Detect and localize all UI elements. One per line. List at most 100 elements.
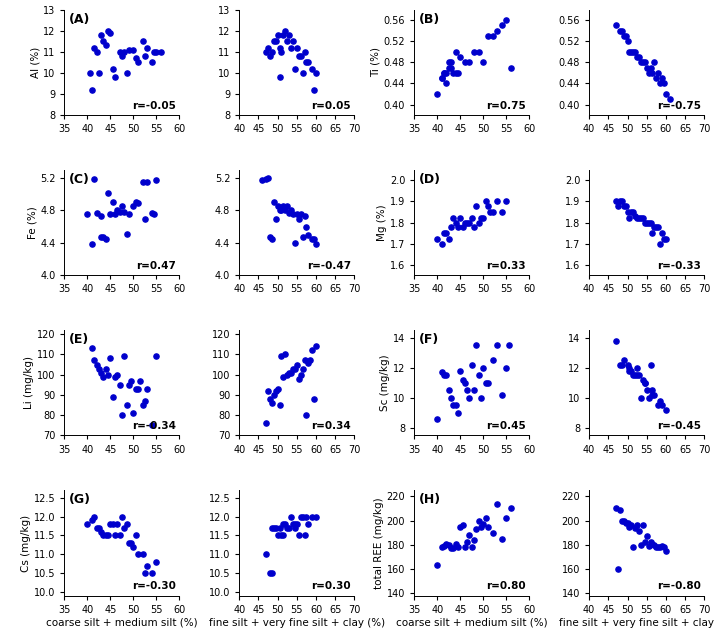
Point — [98, 530, 109, 540]
Y-axis label: Cs (mg/kg): Cs (mg/kg) — [21, 515, 31, 572]
Point — [614, 196, 626, 207]
Point — [119, 523, 130, 533]
Point — [628, 370, 639, 381]
Point — [121, 229, 132, 239]
Point — [633, 52, 645, 62]
Point — [272, 384, 283, 394]
Point — [461, 385, 473, 395]
Point — [266, 46, 277, 57]
Point — [641, 385, 653, 395]
Point — [432, 89, 443, 99]
Point — [119, 207, 130, 217]
Point — [285, 511, 297, 522]
Point — [485, 207, 496, 217]
Point — [656, 541, 668, 551]
Point — [623, 363, 635, 373]
Point — [445, 544, 457, 554]
Point — [618, 31, 629, 41]
Point — [468, 46, 480, 57]
Point — [464, 393, 475, 403]
Point — [612, 200, 623, 211]
Point — [659, 234, 670, 245]
Point — [438, 541, 450, 551]
Point — [262, 173, 274, 183]
Point — [455, 522, 466, 532]
Point — [443, 385, 455, 395]
Point — [109, 209, 121, 220]
Point — [87, 240, 98, 250]
Text: r=0.33: r=0.33 — [486, 261, 526, 271]
Point — [616, 515, 628, 526]
Point — [611, 504, 622, 514]
Point — [285, 43, 297, 53]
Point — [628, 542, 639, 553]
Point — [308, 394, 320, 404]
Point — [283, 523, 295, 533]
Point — [641, 531, 653, 542]
Point — [93, 523, 104, 533]
Point — [109, 372, 121, 382]
Point — [104, 209, 116, 219]
Point — [116, 51, 127, 61]
Point — [274, 523, 285, 533]
Point — [443, 62, 455, 73]
Point — [276, 530, 287, 540]
Point — [89, 511, 100, 522]
Point — [277, 519, 289, 529]
Point — [475, 522, 487, 532]
Point — [310, 240, 322, 250]
Point — [643, 541, 654, 551]
Point — [302, 57, 314, 68]
Point — [293, 51, 305, 61]
Point — [104, 354, 116, 364]
Point — [277, 530, 289, 540]
Point — [643, 68, 654, 78]
Point — [123, 209, 134, 220]
Point — [123, 44, 134, 55]
Text: r=0.34: r=0.34 — [311, 421, 351, 431]
Point — [654, 79, 666, 89]
Text: (F): (F) — [419, 333, 439, 346]
Point — [276, 205, 287, 216]
Point — [260, 46, 272, 57]
Text: (G): (G) — [69, 493, 91, 506]
Point — [440, 228, 452, 238]
Point — [282, 523, 293, 533]
Point — [139, 51, 151, 61]
Point — [285, 368, 297, 378]
Point — [438, 228, 450, 238]
Point — [631, 213, 643, 223]
Point — [491, 498, 503, 509]
Point — [491, 26, 503, 36]
Point — [151, 556, 162, 567]
Point — [146, 208, 157, 218]
Point — [308, 234, 320, 244]
Point — [130, 530, 142, 540]
Point — [128, 44, 139, 55]
Point — [464, 530, 475, 540]
Point — [260, 418, 272, 428]
Point — [112, 519, 123, 529]
Point — [457, 520, 468, 531]
Text: (B): (B) — [419, 13, 440, 26]
Point — [137, 177, 148, 187]
Text: (E): (E) — [69, 333, 89, 346]
Point — [274, 400, 285, 410]
Point — [440, 79, 452, 89]
Point — [635, 57, 646, 68]
Point — [496, 534, 508, 544]
Text: r=0.47: r=0.47 — [136, 261, 176, 271]
Point — [654, 238, 666, 249]
Point — [274, 43, 285, 53]
Point — [282, 201, 293, 211]
Point — [265, 568, 276, 578]
Point — [302, 519, 314, 529]
Point — [268, 523, 280, 533]
Point — [268, 197, 280, 207]
Point — [614, 504, 626, 515]
Point — [89, 355, 100, 366]
Point — [137, 36, 148, 46]
Point — [282, 370, 293, 380]
Point — [612, 564, 623, 574]
Point — [272, 530, 283, 540]
